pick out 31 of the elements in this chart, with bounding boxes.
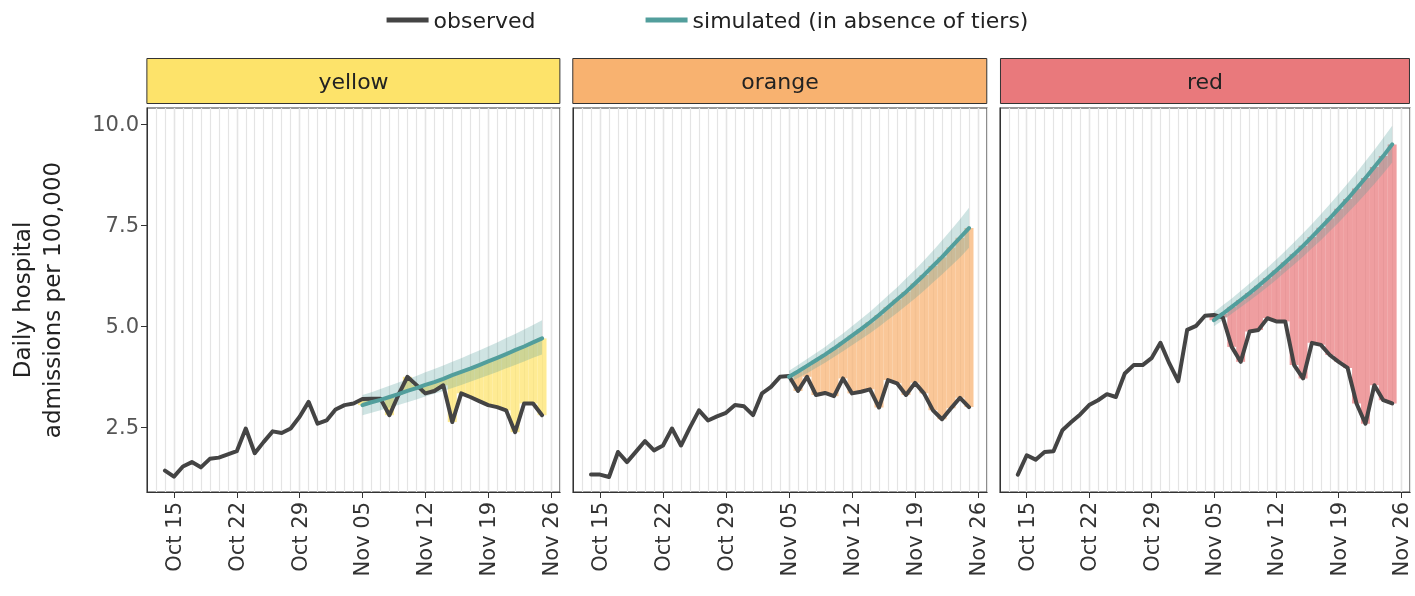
x-tick-label: Oct 29 xyxy=(287,502,312,572)
x-tick-label: Oct 15 xyxy=(161,502,186,572)
x-tick-label: Oct 15 xyxy=(588,502,612,572)
x-tick-label: Oct 22 xyxy=(651,502,675,572)
x-tick-label: Oct 22 xyxy=(224,502,249,572)
chart-title: red xyxy=(1186,68,1224,94)
x-tick-label: Nov 05 xyxy=(1201,502,1226,577)
x-tick-label: Oct 29 xyxy=(1139,502,1164,572)
x-tick-label: Nov 26 xyxy=(966,502,990,577)
y-tick-label: 5.0 xyxy=(105,314,139,339)
chart-title: yellow xyxy=(318,68,389,94)
x-tick-label: Nov 19 xyxy=(476,502,501,577)
x-tick-label: Nov 12 xyxy=(413,502,438,577)
y-tick-label: 2.5 xyxy=(105,415,139,440)
x-tick-label: Nov 26 xyxy=(539,502,564,577)
y-axis-title: Daily hospital admissions per 100,000 xyxy=(9,161,65,439)
chart-title: orange xyxy=(741,68,819,94)
x-tick-label: Nov 19 xyxy=(903,502,927,577)
x-tick-label: Nov 12 xyxy=(840,502,864,577)
x-tick-label: Oct 22 xyxy=(1077,502,1102,572)
x-tick-label: Oct 29 xyxy=(714,502,738,572)
y-tick-label: 10.0 xyxy=(92,112,139,137)
legend-label: simulated (in absence of tiers) xyxy=(692,7,1029,33)
x-tick-label: Nov 12 xyxy=(1264,502,1289,577)
x-tick-label: Nov 05 xyxy=(350,502,375,577)
legend-label: observed xyxy=(433,7,536,33)
x-tick-label: Nov 26 xyxy=(1389,502,1414,577)
x-tick-label: Nov 19 xyxy=(1326,502,1351,577)
x-tick-label: Oct 15 xyxy=(1014,502,1039,572)
y-tick-label: 7.5 xyxy=(105,213,139,238)
x-tick-label: Nov 05 xyxy=(777,502,801,577)
